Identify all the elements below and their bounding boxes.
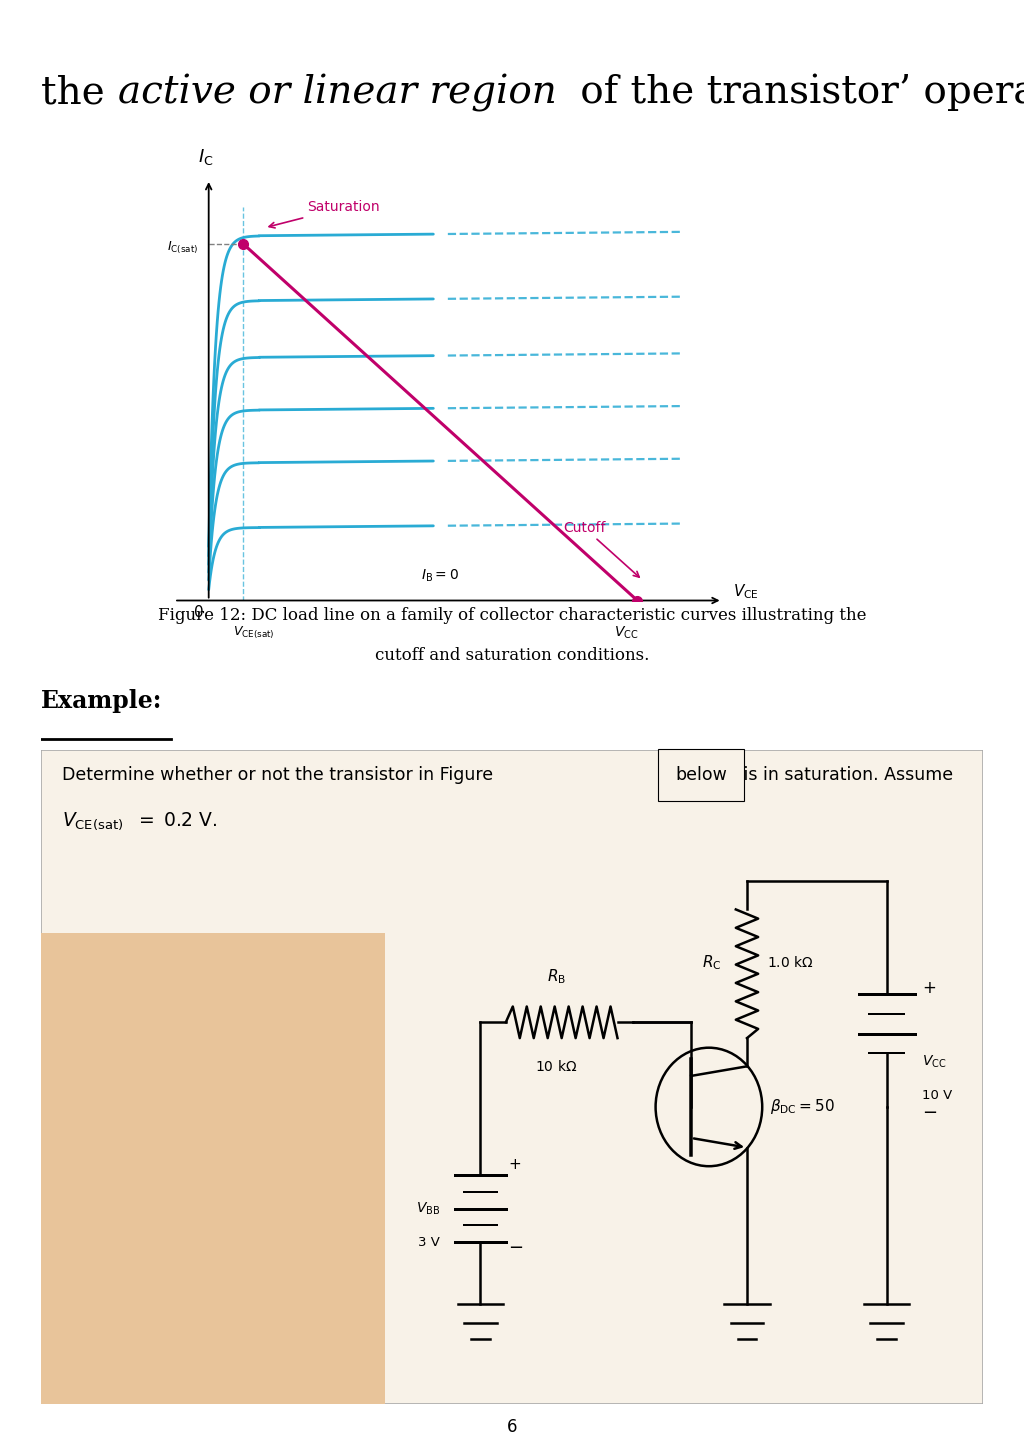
Text: cutoff and saturation conditions.: cutoff and saturation conditions. [375,647,649,664]
Text: 0: 0 [194,605,204,619]
Text: $V_{\rm CE(sat)}$  $=$ 0.2 V.: $V_{\rm CE(sat)}$ $=$ 0.2 V. [61,810,217,832]
Text: $I_{\rm C}$: $I_{\rm C}$ [199,148,214,166]
Text: Determine whether or not the transistor in Figure: Determine whether or not the transistor … [61,765,499,784]
Text: below: below [675,765,727,784]
Text: $V_{\rm CE(sat)}$: $V_{\rm CE(sat)}$ [233,625,274,641]
Text: +: + [508,1156,521,1172]
Text: Figure 12: DC load line on a family of collector characteristic curves illustrat: Figure 12: DC load line on a family of c… [158,606,866,624]
Text: $V_{\rm CE}$: $V_{\rm CE}$ [733,582,759,601]
Text: −: − [508,1239,523,1257]
Text: 10 V: 10 V [923,1090,952,1103]
Text: 3 V: 3 V [418,1236,440,1249]
Text: +: + [923,980,936,997]
Text: $I_{\rm C(sat)}$: $I_{\rm C(sat)}$ [167,240,198,256]
Text: 6: 6 [507,1418,517,1435]
Text: $V_{\rm CC}$: $V_{\rm CC}$ [614,625,639,641]
Text: $\beta_{\rm DC} = 50$: $\beta_{\rm DC} = 50$ [770,1097,835,1117]
Text: $R_{\rm B}$: $R_{\rm B}$ [547,967,566,985]
Text: $I_{\rm B} = 0$: $I_{\rm B} = 0$ [421,569,460,585]
Text: $R_{\rm C}$: $R_{\rm C}$ [702,954,722,972]
Text: Example:: Example: [41,689,163,713]
Text: Saturation: Saturation [269,201,380,229]
Text: active or linear region: active or linear region [118,74,556,111]
Text: Cutoff: Cutoff [563,521,639,577]
FancyBboxPatch shape [41,750,983,1404]
Text: of the transistor’ operation.: of the transistor’ operation. [568,74,1024,111]
Text: is in saturation. Assume: is in saturation. Assume [738,765,953,784]
Text: −: − [923,1104,937,1121]
FancyBboxPatch shape [41,933,385,1404]
Text: 10 k$\Omega$: 10 k$\Omega$ [536,1059,578,1074]
Text: 1.0 k$\Omega$: 1.0 k$\Omega$ [767,955,814,969]
Text: $V_{\rm BB}$: $V_{\rm BB}$ [416,1201,440,1217]
Text: $V_{\rm CC}$: $V_{\rm CC}$ [923,1053,946,1069]
Text: the: the [41,74,117,111]
